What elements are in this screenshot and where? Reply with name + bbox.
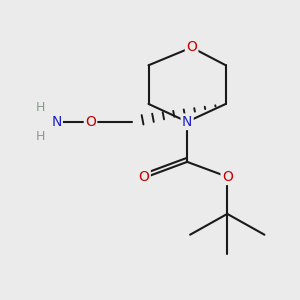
Text: N: N <box>51 115 62 129</box>
Text: O: O <box>85 115 96 129</box>
Text: O: O <box>186 40 197 55</box>
Text: N: N <box>182 115 192 129</box>
Text: H: H <box>35 130 45 142</box>
Text: O: O <box>222 170 233 184</box>
Text: H: H <box>35 101 45 114</box>
Text: O: O <box>139 170 149 184</box>
